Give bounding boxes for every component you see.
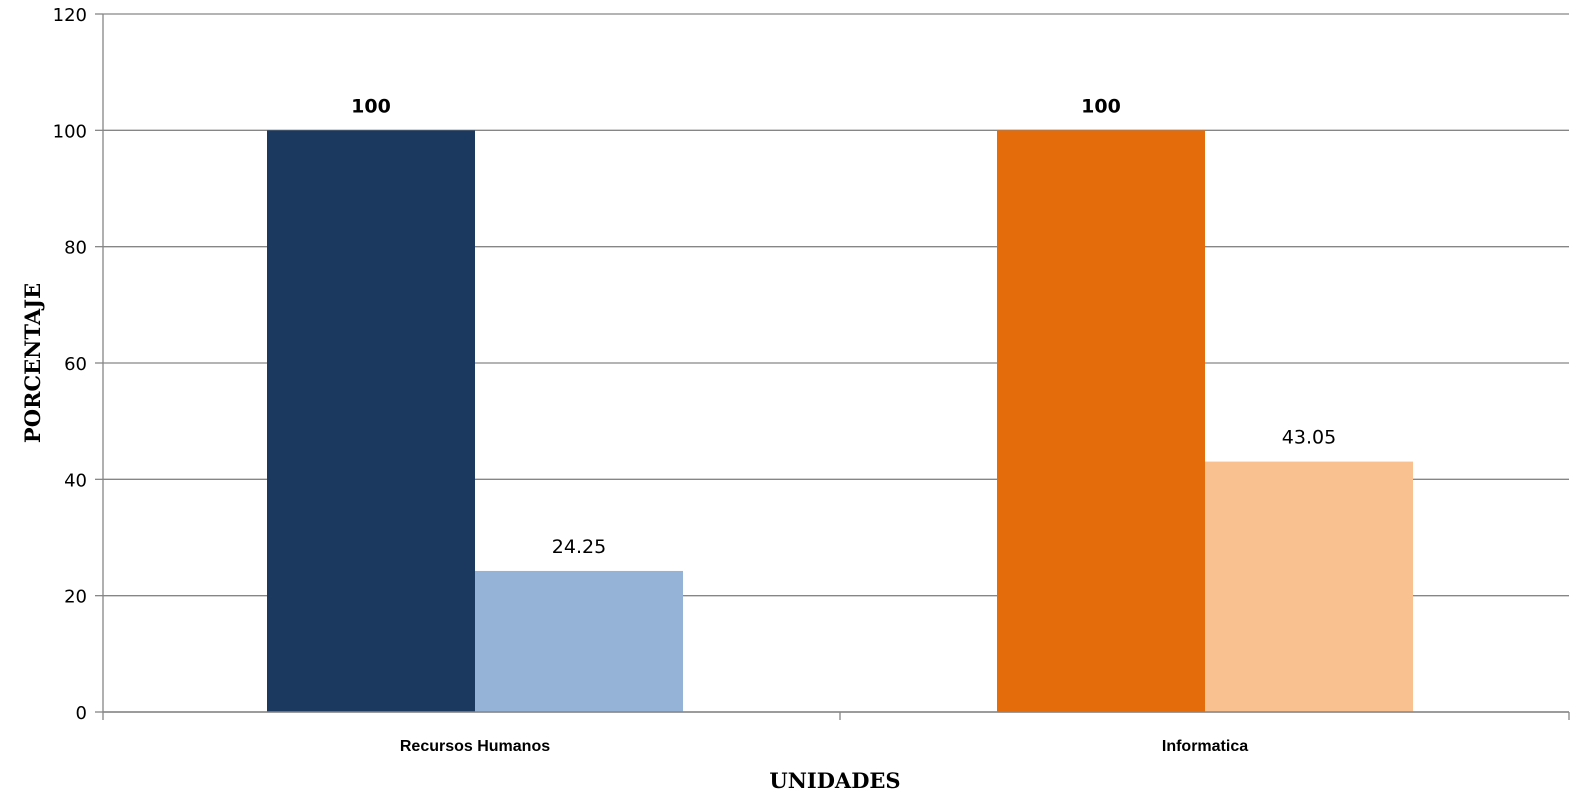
bar xyxy=(475,570,683,712)
y-tick-label: 100 xyxy=(53,121,87,142)
y-tick-label: 20 xyxy=(64,587,87,608)
y-tick-label: 0 xyxy=(76,703,87,724)
bar-value-label: 100 xyxy=(1081,95,1121,117)
x-category-label: Recursos Humanos xyxy=(400,738,550,755)
y-tick-label: 60 xyxy=(64,354,87,375)
value-labels: 100 24.25 100 43.05 xyxy=(351,95,1336,558)
y-axis-ticks: 0 20 40 60 80 100 120 xyxy=(53,5,87,724)
x-axis-title: UNIDADES xyxy=(769,768,900,793)
bar-value-label: 100 xyxy=(351,95,391,117)
y-tick-label: 80 xyxy=(64,238,87,259)
bar xyxy=(267,130,475,713)
x-axis-categories: Recursos Humanos Informatica xyxy=(400,738,1248,755)
y-tick-label: 40 xyxy=(64,470,87,491)
x-category-label: Informatica xyxy=(1162,738,1248,755)
bar xyxy=(1205,461,1413,712)
bar xyxy=(997,130,1205,713)
bars xyxy=(103,130,1569,713)
y-tick-label: 120 xyxy=(53,5,87,26)
y-axis-title: PORCENTAJE xyxy=(20,283,45,443)
bar-value-label: 24.25 xyxy=(552,536,606,558)
bar-value-label: 43.05 xyxy=(1282,427,1336,449)
